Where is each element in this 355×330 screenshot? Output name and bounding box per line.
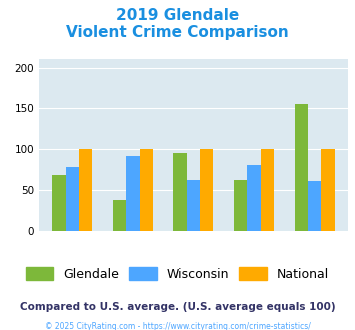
Text: Violent Crime Comparison: Violent Crime Comparison [66, 25, 289, 40]
Bar [234, 180, 247, 231]
Bar [261, 149, 274, 231]
Bar [321, 149, 334, 231]
Bar [174, 152, 187, 231]
Bar [113, 200, 126, 231]
Bar [126, 156, 140, 231]
Bar [140, 149, 153, 231]
Text: Compared to U.S. average. (U.S. average equals 100): Compared to U.S. average. (U.S. average … [20, 302, 335, 312]
Legend: Glendale, Wisconsin, National: Glendale, Wisconsin, National [21, 262, 334, 286]
Bar [187, 180, 200, 231]
Bar [200, 149, 213, 231]
Bar [53, 176, 66, 231]
Bar [295, 104, 308, 231]
Bar [66, 167, 79, 231]
Bar [79, 149, 92, 231]
Text: 2019 Glendale: 2019 Glendale [116, 8, 239, 23]
Text: © 2025 CityRating.com - https://www.cityrating.com/crime-statistics/: © 2025 CityRating.com - https://www.city… [45, 322, 310, 330]
Bar [308, 181, 321, 231]
Bar [247, 165, 261, 231]
